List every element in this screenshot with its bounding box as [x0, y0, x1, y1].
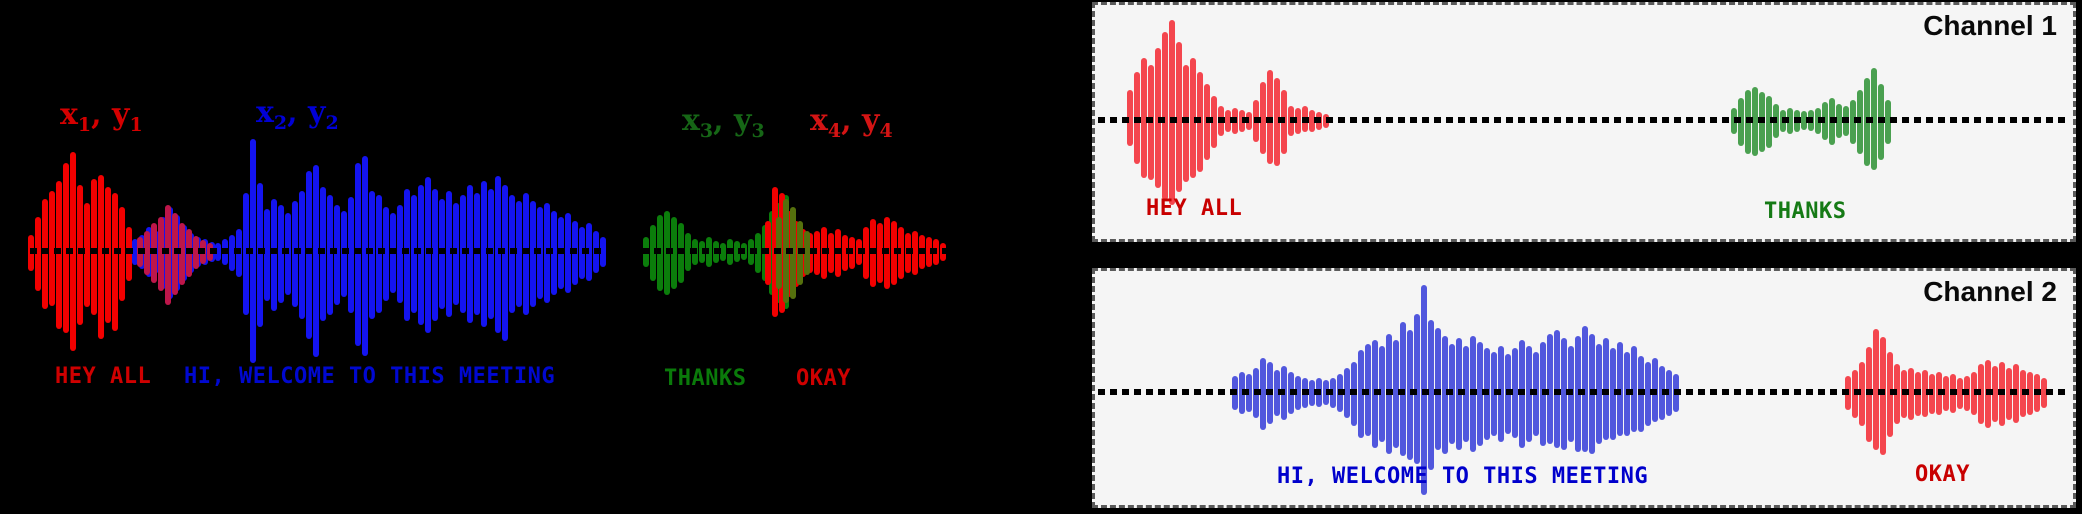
ch2-blue-bar	[1428, 320, 1434, 470]
mixture-transcript-okay: OKAY	[796, 366, 851, 391]
mix-red-1-bar	[35, 217, 41, 291]
mix-blue-main-bar	[530, 201, 536, 307]
mix-red-1-bar	[126, 227, 132, 281]
mix-blue-main-bar	[383, 207, 389, 301]
mix-blue-main-bar	[509, 195, 515, 313]
mix-blue-main-bar	[341, 211, 347, 297]
mix-red-1-bar	[112, 193, 118, 331]
mix-red-1-bar	[119, 207, 125, 301]
mix-blue-main-bar	[320, 187, 326, 321]
mix-blue-main-bar	[397, 205, 403, 303]
mix-blue-main-bar	[502, 185, 508, 341]
mix-red-1-bar	[56, 181, 62, 329]
mixture-transcript-hi-welcome: HI, WELCOME TO THIS MEETING	[184, 364, 556, 389]
ch1-red-bar	[1162, 32, 1168, 200]
channel-2-zero-line	[1098, 389, 2070, 395]
ch2-red-bar	[1880, 337, 1886, 455]
mixture-label-x1y1: x1, y1	[60, 97, 143, 136]
mix-blue-main-bar	[404, 189, 410, 321]
mix-crimson-overlap-bar	[165, 205, 171, 305]
channel-1-title: Channel 1	[1923, 10, 2057, 41]
mix-crimson-overlap-bar	[172, 213, 178, 295]
mix-blue-main-bar	[467, 185, 473, 323]
mix-blue-main-bar	[271, 199, 277, 311]
ch1-red-bar	[1183, 65, 1189, 182]
ch2-blue-bar	[1442, 336, 1448, 454]
mix-blue-main-bar	[355, 163, 361, 346]
mix-blue-main-bar	[264, 209, 270, 301]
mixture-zero-line	[18, 248, 958, 254]
mix-blue-main-bar	[306, 171, 312, 339]
mixture-label-x3y3: x3, y3	[682, 103, 765, 142]
mix-blue-main-bar	[334, 205, 340, 305]
mix-blue-main-bar	[460, 195, 466, 313]
mixture-label-x2y2: x2, y2	[256, 95, 339, 134]
mix-blue-main-bar	[439, 199, 445, 309]
ch1-red-bar	[1169, 20, 1175, 205]
mix-blue-main-bar	[285, 213, 291, 295]
channel-2-title: Channel 2	[1923, 276, 2057, 307]
mix-blue-main-bar	[411, 195, 417, 313]
channel-1-zero-line	[1098, 117, 2070, 123]
mix-blue-main-bar	[257, 183, 263, 327]
mix-blue-main-bar	[495, 176, 501, 333]
mix-blue-main-bar	[313, 165, 319, 357]
mix-blue-main-bar	[327, 195, 333, 315]
mix-blue-main-bar	[474, 193, 480, 315]
mix-blue-main-bar	[516, 201, 522, 307]
ch2-blue-bar	[1407, 330, 1413, 460]
mixture-label-x4y4: x4, y4	[810, 103, 893, 142]
mix-red-1-bar	[98, 175, 104, 339]
mix-blue-main-bar	[376, 195, 382, 313]
mix-red-1-bar	[84, 203, 90, 307]
mix-blue-main-bar	[453, 203, 459, 305]
channel-1-transcript-thanks: THANKS	[1764, 199, 1847, 224]
mix-blue-main-bar	[362, 156, 368, 356]
mix-blue-main-bar	[481, 181, 487, 327]
mix-blue-main-bar	[418, 185, 424, 325]
mix-blue-main-bar	[348, 197, 354, 313]
mixture-transcript-hey-all: HEY ALL	[55, 364, 152, 389]
mix-blue-main-bar	[446, 191, 452, 317]
mix-red-2-bar	[786, 211, 792, 297]
channel-2-transcript-okay: OKAY	[1915, 462, 1970, 487]
mix-blue-main-bar	[488, 189, 494, 319]
mix-red-1-bar	[91, 179, 97, 315]
mix-blue-main-bar	[369, 191, 375, 319]
mix-crimson-overlap-bar	[158, 217, 164, 291]
channel-2-transcript-hi-welcome: HI, WELCOME TO THIS MEETING	[1277, 464, 1649, 489]
mix-red-2-bar	[793, 221, 799, 287]
mix-blue-main-bar	[523, 193, 529, 315]
mix-blue-main-bar	[278, 205, 284, 303]
channel-1-transcript-hey-all: HEY ALL	[1146, 196, 1243, 221]
mix-blue-main-bar	[425, 177, 431, 333]
mix-blue-main-bar	[432, 189, 438, 321]
mix-crimson-overlap-bar	[179, 223, 185, 285]
mix-red-1-bar	[77, 185, 83, 325]
mix-red-1-bar	[105, 187, 111, 323]
mix-blue-main-bar	[292, 201, 298, 307]
mixture-transcript-thanks: THANKS	[664, 366, 747, 391]
mix-blue-main-bar	[243, 193, 249, 315]
mix-blue-main-bar	[299, 191, 305, 319]
mix-red-1-bar	[42, 199, 48, 309]
